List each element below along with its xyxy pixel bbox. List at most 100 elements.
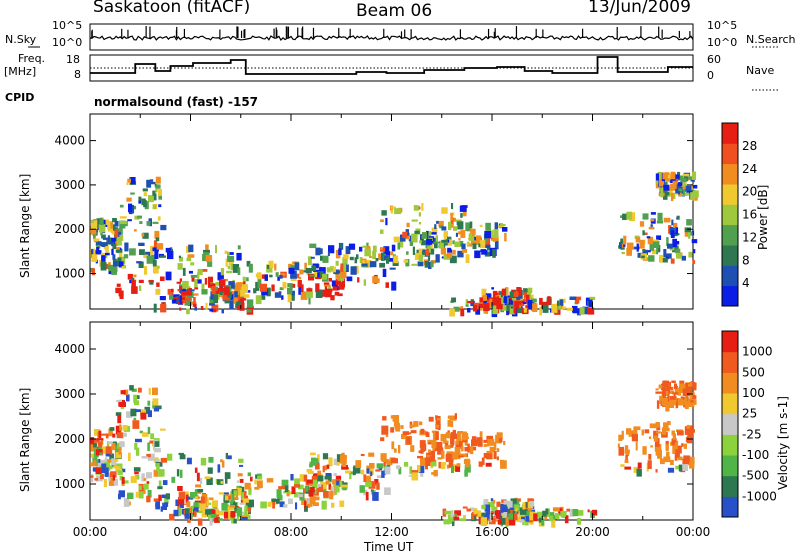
velocity-ytick-label: 2000 — [54, 432, 85, 446]
velocity-cell — [266, 478, 274, 483]
power-cell — [255, 295, 262, 305]
power-cell — [460, 213, 463, 218]
power-cell — [386, 257, 390, 264]
power-cell — [411, 233, 418, 243]
velocity-cell — [158, 494, 162, 501]
power-cell — [493, 303, 497, 307]
power-cell — [506, 307, 509, 316]
velocity-cell — [461, 446, 464, 452]
power-cell — [328, 278, 332, 282]
velocity-cell — [306, 469, 313, 473]
velocity-cell — [391, 441, 395, 450]
velocity-cell — [684, 401, 689, 410]
velocity-cell — [162, 480, 168, 485]
power-cell — [311, 265, 317, 271]
velocity-cell — [513, 500, 520, 509]
power-cell — [128, 203, 133, 213]
power-cell — [501, 288, 507, 296]
velocity-cell — [674, 453, 678, 461]
power-cell — [337, 293, 343, 297]
noise-panel-frame — [89, 23, 694, 51]
power-cell — [340, 243, 343, 250]
power-cell — [491, 301, 495, 309]
velocity-cell — [365, 475, 371, 485]
velocity-cell — [147, 442, 150, 451]
power-cell — [479, 240, 486, 249]
velocity-cell — [427, 439, 432, 445]
velocity-cell — [349, 471, 352, 480]
velocity-cell — [452, 517, 455, 527]
velocity-cell — [437, 457, 442, 460]
velocity-cell — [386, 460, 393, 466]
velocity-cell — [444, 510, 452, 515]
velocity-cell — [114, 445, 121, 453]
velocity-cell — [455, 465, 461, 472]
power-cell — [669, 247, 675, 251]
power-cell — [146, 255, 154, 264]
velocity-cell — [96, 438, 104, 441]
velocity-cell — [99, 452, 102, 456]
velocity-cell — [144, 406, 151, 414]
power-cell — [493, 229, 499, 238]
power-cell — [460, 308, 465, 317]
power-cell — [334, 291, 340, 296]
velocity-cell — [247, 499, 254, 508]
velocity-cell — [653, 430, 659, 439]
power-cell — [364, 248, 371, 257]
velocity-cell — [90, 437, 95, 445]
power-cell — [489, 298, 493, 307]
velocity-cell — [115, 466, 121, 472]
power-cell — [119, 247, 122, 251]
velocity-cell — [436, 424, 439, 428]
power-cell — [390, 251, 394, 256]
power-cell — [156, 243, 164, 250]
velocity-cell — [308, 489, 314, 497]
power-cell — [687, 232, 691, 239]
power-cell — [505, 288, 508, 297]
velocity-cell — [223, 492, 229, 495]
power-cell — [91, 268, 95, 276]
velocity-cell — [322, 453, 329, 460]
velocity-cell — [112, 433, 116, 438]
x-tick-label: 04:00 — [173, 525, 208, 539]
power-cell — [239, 287, 242, 290]
velocity-cell — [127, 492, 134, 499]
power-cell — [335, 271, 340, 279]
power-cell — [485, 222, 491, 231]
velocity-cell — [451, 465, 454, 473]
power-cell — [650, 224, 653, 229]
velocity-cell — [376, 463, 384, 469]
power-cell — [470, 300, 475, 306]
velocity-cell — [483, 444, 488, 447]
power-cell — [451, 297, 456, 303]
velocity-cell — [431, 430, 437, 433]
velocity-cell — [445, 432, 451, 439]
power-cell — [266, 264, 273, 273]
power-cell — [209, 308, 214, 312]
power-cell — [467, 308, 471, 313]
power-cell — [299, 269, 304, 275]
velocity-cell — [276, 498, 280, 504]
power-cell — [390, 206, 396, 209]
velocity-cell — [195, 495, 199, 500]
power-cell — [187, 254, 195, 258]
power-cell — [461, 249, 468, 253]
power-cell — [119, 221, 127, 224]
velocity-cell — [411, 470, 419, 473]
power-cell — [484, 251, 491, 257]
power-cell — [622, 213, 627, 220]
power-cell — [204, 278, 207, 285]
velocity-cell — [445, 443, 448, 446]
velocity-cell — [100, 473, 104, 480]
power-cell — [148, 280, 154, 283]
velocity-cell — [201, 512, 208, 518]
velocity-cell — [98, 430, 102, 438]
power-colorbar-cell — [722, 204, 738, 226]
power-cell — [142, 232, 149, 239]
velocity-cell — [690, 425, 693, 432]
velocity-cell — [336, 461, 340, 466]
power-cell — [130, 192, 135, 195]
velocity-cell — [542, 510, 547, 517]
velocity-cell — [94, 478, 98, 481]
power-cell — [515, 296, 520, 301]
